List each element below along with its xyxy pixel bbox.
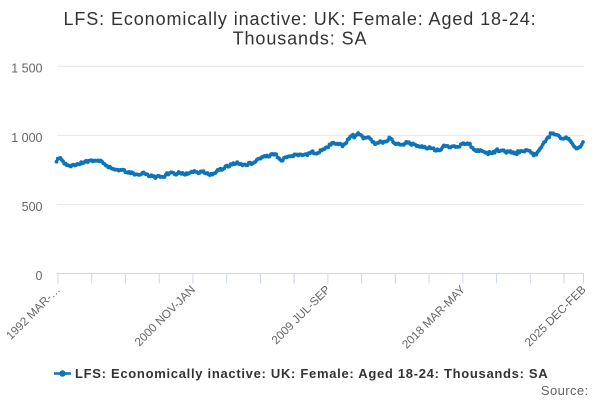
- svg-text:500: 500: [22, 200, 43, 214]
- svg-text:LFS: Economically inactive: UK: LFS: Economically inactive: UK: Female: …: [75, 366, 548, 381]
- svg-text:1 000: 1 000: [11, 131, 42, 145]
- svg-text:0: 0: [36, 269, 43, 283]
- svg-text:Source:: Source:: [541, 383, 589, 398]
- svg-text:LFS: Economically inactive: UK: LFS: Economically inactive: UK: Female: …: [63, 9, 536, 29]
- svg-text:Thousands: SA: Thousands: SA: [233, 29, 368, 49]
- svg-text:1 500: 1 500: [11, 62, 42, 76]
